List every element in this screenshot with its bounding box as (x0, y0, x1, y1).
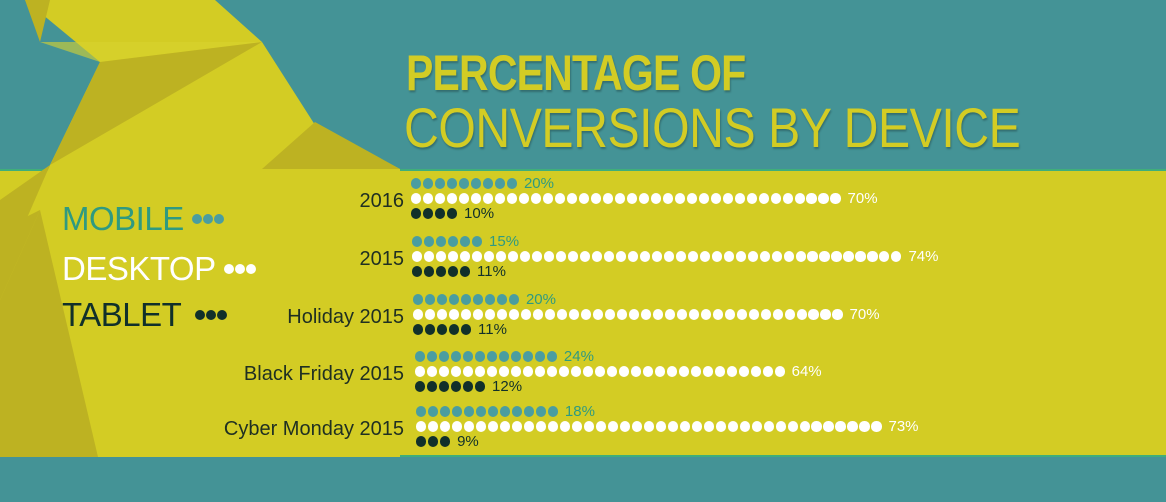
tablet-percent: 9% (457, 433, 479, 450)
chart-row: Cyber Monday 2015 18% 73% 9% (0, 402, 1166, 458)
mobile-percent: 20% (525, 291, 556, 308)
mobile-dots (412, 236, 483, 247)
mobile-dots (411, 178, 517, 189)
series-desktop: 70% (413, 306, 880, 323)
legend-label-desktop: DESKTOP (62, 250, 216, 287)
mobile-percent: 24% (563, 348, 594, 365)
chart-row: Black Friday 2015 24% 64% 12% (0, 347, 1166, 403)
desktop-dots (412, 251, 902, 262)
category-label: Cyber Monday 2015 (223, 418, 404, 440)
series-tablet: 10% (411, 205, 495, 222)
desktop-percent: 70% (849, 306, 880, 323)
legend-dots-tablet (195, 310, 228, 320)
desktop-percent: 64% (791, 363, 822, 380)
series-desktop: 70% (411, 190, 878, 207)
chart-row: 2015 15% 74% 11% (0, 232, 1166, 288)
series-desktop: 64% (415, 363, 822, 380)
mobile-percent: 20% (523, 175, 554, 192)
desktop-dots (415, 366, 785, 377)
mobile-dots (416, 406, 558, 417)
series-mobile: 15% (412, 233, 520, 250)
tablet-percent: 12% (492, 378, 523, 395)
series-mobile: 18% (416, 403, 595, 420)
mobile-percent: 18% (564, 403, 595, 420)
category-label: Holiday 2015 (287, 306, 404, 328)
desktop-dots (413, 309, 843, 320)
category-label: 2015 (359, 248, 405, 270)
mobile-percent: 15% (489, 233, 520, 250)
tablet-dots (411, 208, 458, 219)
legend-item-tablet: TABLET (62, 296, 228, 334)
series-desktop: 73% (416, 418, 919, 435)
legend-item-desktop: DESKTOP (62, 250, 256, 288)
tablet-percent: 11% (477, 263, 506, 280)
legend-dots-desktop (223, 264, 256, 274)
title-line-1: PERCENTAGE OF (406, 45, 746, 101)
legend-label-mobile: MOBILE (62, 200, 184, 237)
title-line-2: CONVERSIONS BY DEVICE (404, 96, 1021, 159)
tablet-percent: 10% (464, 205, 495, 222)
legend-label-tablet: TABLET (62, 296, 182, 333)
series-mobile: 20% (413, 291, 556, 308)
legend-dots-mobile (191, 214, 224, 224)
series-tablet: 12% (415, 378, 523, 395)
category-label: Black Friday 2015 (243, 363, 404, 385)
series-mobile: 24% (415, 348, 594, 365)
series-desktop: 74% (412, 248, 939, 265)
tablet-dots (412, 266, 471, 277)
legend-item-mobile: MOBILE (62, 200, 224, 238)
desktop-percent: 73% (888, 418, 919, 435)
chart-row: 2016 20% 70% 10% (0, 174, 1166, 230)
category-label: 2016 (359, 190, 405, 212)
chart-row: Holiday 2015 20% 70% 11% (0, 290, 1166, 346)
tablet-dots (415, 381, 486, 392)
desktop-dots (416, 421, 882, 432)
desktop-dots (411, 193, 841, 204)
series-mobile: 20% (411, 175, 554, 192)
series-tablet: 9% (416, 433, 479, 450)
desktop-percent: 70% (847, 190, 878, 207)
mobile-dots (413, 294, 519, 305)
tablet-dots (416, 436, 451, 447)
mobile-dots (415, 351, 557, 362)
tablet-dots (413, 324, 472, 335)
tablet-percent: 11% (478, 321, 507, 338)
series-tablet: 11% (412, 263, 506, 280)
series-tablet: 11% (413, 321, 507, 338)
desktop-percent: 74% (908, 248, 939, 265)
